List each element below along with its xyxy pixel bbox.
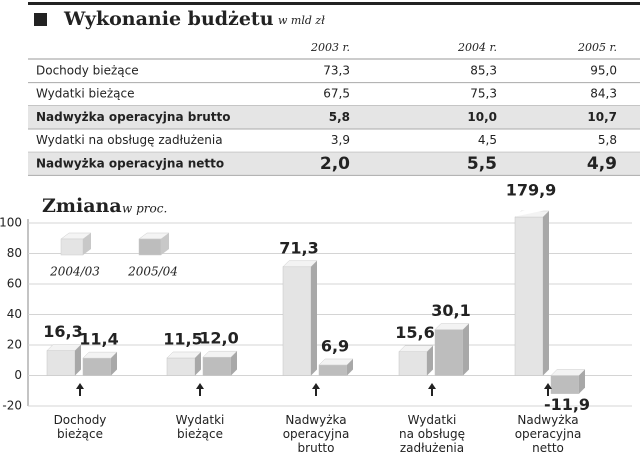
value-label: 30,1 <box>431 301 470 320</box>
bar <box>82 357 112 376</box>
bar <box>282 266 312 376</box>
value-label: 179,9 <box>506 181 557 200</box>
table-cell: 73,3 <box>323 64 350 78</box>
bar <box>46 350 76 376</box>
legend-swatch <box>138 238 162 256</box>
table-cell: 10,7 <box>587 110 617 124</box>
table-cell: 95,0 <box>590 64 617 78</box>
bar-side <box>543 211 549 376</box>
value-label: 11,5 <box>163 329 202 348</box>
table-cell: 67,5 <box>323 87 350 101</box>
y-tick-label: 60 <box>7 277 22 291</box>
table-cell: 4,9 <box>587 154 617 174</box>
category-arrow <box>428 383 436 396</box>
legend-label: 2004/03 <box>49 265 100 279</box>
table-cell: 84,3 <box>590 87 617 101</box>
bar-side <box>347 358 353 376</box>
value-label: 15,6 <box>395 323 434 342</box>
row-label: Wydatki na obsługę zadłużenia <box>36 133 223 147</box>
table-cell: 4,5 <box>478 133 497 147</box>
column-header: 2003 r. <box>310 41 350 54</box>
value-label: 11,4 <box>79 330 118 349</box>
column-header: 2005 r. <box>577 41 617 54</box>
bar <box>550 375 580 394</box>
bar <box>202 356 232 376</box>
bar-side <box>311 260 317 376</box>
table-cell: 5,5 <box>467 154 497 174</box>
title-square <box>34 13 47 26</box>
table-title: Wykonanie budżetu <box>63 8 274 30</box>
row-label: Wydatki bieżące <box>36 87 135 101</box>
bar-side <box>427 345 433 376</box>
value-label: -11,9 <box>544 395 590 414</box>
value-label: 6,9 <box>321 336 349 355</box>
y-tick-label: 40 <box>7 307 22 321</box>
table-subtitle: w mld zł <box>278 14 325 27</box>
table-cell: 85,3 <box>470 64 497 78</box>
y-tick-label: 80 <box>7 246 22 260</box>
bar <box>514 216 544 376</box>
x-tick-label: Wydatki bieżące <box>176 413 225 441</box>
top-rule <box>28 2 640 5</box>
bar <box>434 329 464 376</box>
legend-label: 2005/04 <box>127 265 178 279</box>
row-highlight <box>28 152 640 176</box>
row-label: Nadwyżka operacyjna netto <box>36 156 224 170</box>
table-cell: 2,0 <box>320 154 350 174</box>
bar-break <box>513 205 551 217</box>
y-tick-label: 0 <box>14 368 22 382</box>
row-label: Dochody bieżące <box>36 64 139 78</box>
legend-side <box>83 233 91 255</box>
legend-swatch <box>60 238 84 256</box>
row-highlight <box>28 105 640 129</box>
category-arrow <box>196 383 204 396</box>
value-label: 16,3 <box>43 322 82 341</box>
bar-side <box>75 344 81 376</box>
bar-side <box>463 323 469 376</box>
table-cell: 3,9 <box>331 133 350 147</box>
value-label: 71,3 <box>279 238 318 257</box>
category-arrow <box>312 383 320 396</box>
value-label: 12,0 <box>199 329 238 348</box>
bar-side <box>111 352 117 376</box>
bar-side <box>579 369 585 394</box>
chart-title: Zmiana <box>42 195 122 217</box>
table-cell: 10,0 <box>467 110 497 124</box>
bar-side <box>195 351 201 376</box>
x-tick-label: Nadwyżka operacyjna netto <box>515 413 582 455</box>
bar-side <box>231 351 237 376</box>
bar <box>398 351 428 376</box>
table-cell: 5,8 <box>329 110 350 124</box>
y-tick-label: 20 <box>7 338 22 352</box>
legend-side <box>161 233 169 255</box>
y-tick-label: 100 <box>0 216 22 230</box>
y-tick-label: -20 <box>2 399 22 413</box>
chart-subtitle: w proc. <box>122 202 167 216</box>
row-label: Nadwyżka operacyjna brutto <box>36 110 231 124</box>
table-cell: 5,8 <box>598 133 617 147</box>
category-arrow <box>76 383 84 396</box>
x-tick-label: Nadwyżka operacyjna brutto <box>283 413 350 455</box>
table-cell: 75,3 <box>470 87 497 101</box>
bar <box>318 364 348 376</box>
x-tick-label: Wydatki na obsługę zadłużenia <box>399 413 465 455</box>
category-arrow <box>544 383 552 396</box>
x-tick-label: Dochody bieżące <box>54 413 107 441</box>
bar <box>166 357 196 376</box>
column-header: 2004 r. <box>457 41 497 54</box>
